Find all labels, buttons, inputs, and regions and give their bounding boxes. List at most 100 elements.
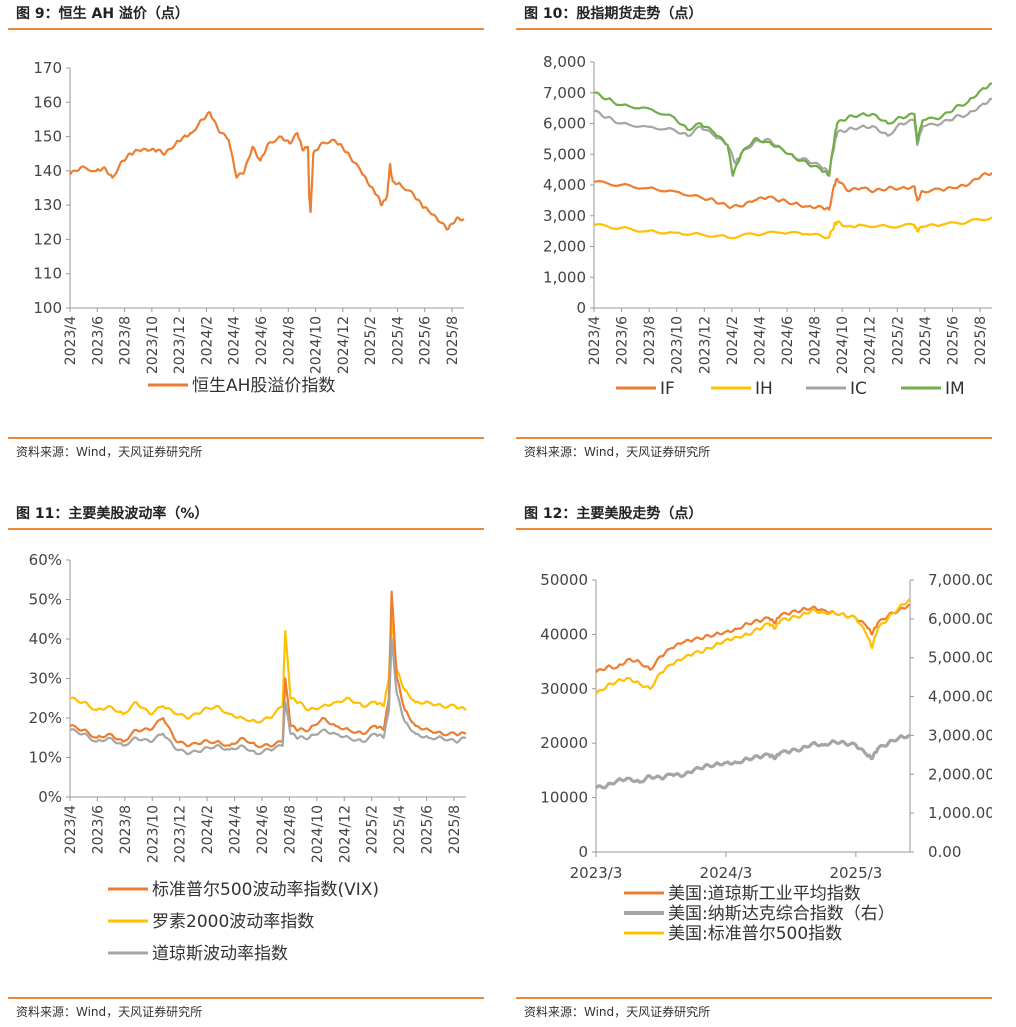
y-tick-label: 4,000: [543, 176, 586, 194]
y-tick-label: 130: [33, 196, 62, 214]
y-tick-label: 20000: [540, 734, 588, 752]
index-futures-chart: 0 1,000 2,000 3,000 4,000 5,000 6,000 7,000 8,00…: [543, 53, 992, 399]
legend-label: IH: [755, 379, 773, 399]
legend-label: 道琼斯波动率指数: [152, 944, 288, 964]
y-tick-label: 50%: [29, 591, 62, 609]
x-tick-label: 2025/2: [890, 316, 906, 365]
x-tick-label: 2025/8: [447, 805, 463, 854]
y-tick-label-right: 3,000.00: [928, 726, 992, 744]
series-line: [69, 111, 465, 231]
x-tick-label: 2024/6: [255, 805, 271, 854]
source-note: 资料来源：Wind，天风证券研究所: [516, 997, 992, 1025]
x-tick-label: 2025/6: [945, 316, 961, 365]
x-tick-label: 2024/2: [200, 805, 216, 854]
y-tick-label: 170: [33, 59, 62, 77]
y-tick-label: 40000: [540, 625, 588, 643]
x-tick-label: 2023/4: [63, 316, 79, 365]
series-line: [69, 618, 467, 724]
chart-title: 图 9：恒生 AH 溢价（点）: [8, 0, 484, 30]
y-tick-label-right: 0.00: [928, 843, 961, 861]
panel-us-indices: 图 12：主要美股走势（点） 0 10000 20000 30000 40000 5000…: [516, 500, 992, 1019]
legend-label: 恒生AH股溢价指数: [192, 376, 335, 396]
y-tick-label: 60%: [29, 551, 62, 569]
x-tick-label: 2025/6: [418, 316, 434, 365]
y-tick-label: 0%: [38, 788, 62, 806]
x-tick-label: 2024/12: [336, 316, 352, 374]
x-tick-label: 2023/4: [587, 316, 603, 365]
x-tick-label: 2023/6: [90, 316, 106, 365]
series-line: [595, 598, 911, 695]
y-tick-label: 110: [33, 265, 62, 283]
x-tick-label: 2023/12: [697, 316, 713, 374]
legend-label: IF: [660, 379, 675, 399]
x-tick-label: 2023/10: [145, 805, 161, 863]
source-note: 资料来源：Wind，天风证券研究所: [516, 437, 992, 465]
x-tick-label: 2024/6: [254, 316, 270, 365]
x-tick-label: 2024/3: [700, 864, 753, 882]
y-tick-label: 120: [33, 230, 62, 248]
y-tick-label: 7,000: [543, 84, 586, 102]
series-line: [593, 171, 992, 211]
x-tick-label: 2024/12: [337, 805, 353, 863]
x-tick-label: 2023/4: [63, 805, 79, 854]
y-tick-label: 20%: [29, 709, 62, 727]
chart-title: 图 11：主要美股波动率（%）: [8, 500, 484, 530]
panel-ah-premium: 图 9：恒生 AH 溢价（点） 100 110 120 130 140 150 160 170…: [8, 0, 484, 459]
source-note: 资料来源：Wind，天风证券研究所: [8, 997, 484, 1025]
y-tick-label: 10000: [540, 789, 588, 807]
series-line: [594, 733, 911, 790]
x-tick-label: 2023/12: [172, 316, 188, 374]
x-tick-label: 2024/8: [281, 316, 297, 365]
x-tick-label: 2023/3: [570, 864, 623, 882]
y-tick-label-right: 6,000.00: [928, 610, 992, 628]
legend-label: IC: [850, 379, 867, 399]
x-tick-label: 2025/4: [918, 316, 934, 365]
series-line: [593, 216, 992, 240]
y-tick-label: 0: [576, 299, 586, 317]
x-tick-label: 2025/4: [390, 316, 406, 365]
chart-title: 图 10：股指期货走势（点）: [516, 0, 992, 30]
panel-index-futures: 图 10：股指期货走势（点） 0 1,000 2,000 3,000 4,000 5,00…: [516, 0, 992, 459]
y-tick-label: 100: [33, 299, 62, 317]
panel-us-volatility: 图 11：主要美股波动率（%） 0% 10% 20% 30% 40% 50% 60% 2023…: [8, 500, 484, 1019]
y-tick-label: 50000: [540, 571, 588, 589]
x-tick-label: 2024/8: [808, 316, 824, 365]
x-tick-label: 2025/6: [420, 805, 436, 854]
y-tick-label-right: 2,000.00: [928, 765, 992, 783]
y-tick-label: 140: [33, 162, 62, 180]
x-tick-label: 2024/2: [199, 316, 215, 365]
x-tick-label: 2023/10: [670, 316, 686, 374]
y-tick-label: 40%: [29, 630, 62, 648]
x-tick-label: 2024/4: [227, 316, 243, 365]
x-tick-label: 2023/8: [118, 805, 134, 854]
y-tick-label: 10%: [29, 749, 62, 767]
x-tick-label: 2025/2: [363, 316, 379, 365]
y-tick-label: 8,000: [543, 53, 586, 71]
x-tick-label: 2023/8: [642, 316, 658, 365]
chart-title: 图 12：主要美股走势（点）: [516, 500, 992, 530]
legend-label: 美国:标准普尔500指数: [668, 924, 842, 944]
source-note: 资料来源：Wind，天风证券研究所: [8, 437, 484, 465]
x-tick-label: 2025/8: [973, 316, 989, 365]
us-volatility-chart: 0% 10% 20% 30% 40% 50% 60% 2023/4 2023/6 2023/8 20…: [29, 551, 467, 964]
x-tick-label: 2024/2: [725, 316, 741, 365]
y-tick-label: 5,000: [543, 145, 586, 163]
y-tick-label: 150: [33, 128, 62, 146]
series-line: [593, 82, 992, 177]
x-tick-label: 2024/10: [310, 805, 326, 863]
x-tick-label: 2023/6: [90, 805, 106, 854]
y-tick-label: 160: [33, 93, 62, 111]
y-tick-label-right: 5,000.00: [928, 649, 992, 667]
y-tick-label: 1,000: [543, 268, 586, 286]
x-tick-label: 2025/2: [365, 805, 381, 854]
y-tick-label: 30%: [29, 670, 62, 688]
x-tick-label: 2023/6: [615, 316, 631, 365]
series-line: [69, 637, 467, 756]
y-tick-label-right: 7,000.00: [928, 571, 992, 589]
x-tick-label: 2024/10: [309, 316, 325, 374]
legend-label: 美国:纳斯达克综合指数（右）: [668, 904, 895, 924]
x-tick-label: 2024/12: [863, 316, 879, 374]
legend-label: 标准普尔500波动率指数(VIX): [152, 880, 379, 900]
x-tick-label: 2023/12: [173, 805, 189, 863]
x-tick-label: 2023/10: [145, 316, 161, 374]
